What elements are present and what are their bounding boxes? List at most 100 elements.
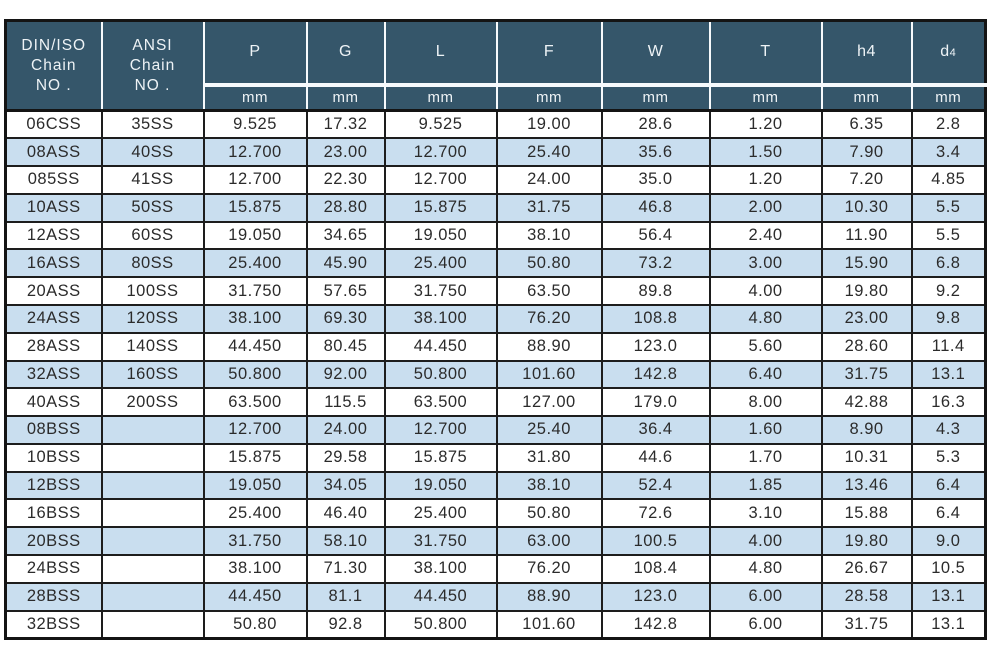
table-cell: 13.1 [910, 609, 987, 640]
table-cell: 17.32 [305, 109, 386, 140]
table-cell: 8.00 [708, 387, 823, 418]
table-row: 085SS 41SS 12.700 22.30 12.700 24.00 35.0 1.20 7… [4, 165, 987, 195]
table-cell [100, 498, 205, 529]
table-cell: 31.75 [495, 192, 603, 223]
table-cell: 123.0 [600, 331, 711, 362]
table-cell: 12.700 [383, 165, 498, 195]
table-cell: 1.20 [708, 165, 823, 195]
table-cell: 56.4 [600, 220, 711, 251]
table-cell: 10ASS [4, 192, 103, 223]
table-cell: 6.00 [708, 609, 823, 640]
table-cell: 28.6 [600, 109, 711, 140]
table-cell: 140SS [100, 331, 205, 362]
table-row: 20BSS 31.750 58.10 31.750 63.00 100.5 4.00 19.8… [4, 526, 987, 556]
table-cell: 36.4 [600, 415, 711, 445]
header-cell-h4: h4 [821, 20, 913, 87]
table-cell: 15.88 [820, 498, 913, 529]
table-cell: 40SS [100, 137, 205, 168]
unit-cell-d4: mm [911, 84, 987, 112]
table-cell: 101.60 [495, 609, 603, 640]
table-cell: 13.1 [910, 581, 987, 612]
table-cell: 52.4 [600, 470, 711, 501]
table-cell: 100SS [100, 276, 205, 306]
header-cell-d4: d4 [911, 20, 987, 87]
table-cell: 46.8 [600, 192, 711, 223]
table-cell: 12.700 [202, 137, 308, 168]
table-row: 20ASS 100SS 31.750 57.65 31.750 63.50 89.8 4.00… [4, 276, 987, 306]
table-row: 06CSS 35SS 9.525 17.32 9.525 19.00 28.6 1.20 6.3… [4, 109, 987, 140]
table-cell: 29.58 [305, 442, 386, 473]
dimension-label: L [435, 43, 446, 61]
table-cell: 15.875 [202, 442, 308, 473]
table-cell: 38.100 [383, 554, 498, 584]
table-cell: 3.00 [708, 248, 823, 279]
unit-cell-t: mm [709, 84, 823, 112]
table-cell: 13.1 [910, 359, 987, 390]
table-cell [100, 442, 205, 473]
table-cell: 12.700 [383, 415, 498, 445]
table-cell: 28ASS [4, 331, 103, 362]
table-body: 06CSS 35SS 9.525 17.32 9.525 19.00 28.6 1.20 6.3… [4, 109, 987, 640]
table-cell: 100.5 [600, 526, 711, 556]
table-cell: 76.20 [495, 303, 603, 334]
table-cell: 5.3 [910, 442, 987, 473]
table-cell: 15.875 [383, 442, 498, 473]
table-row: 32BSS 50.80 92.8 50.800 101.60 142.8 6.00 31.75… [4, 609, 987, 640]
table-cell: 31.750 [383, 526, 498, 556]
table-cell: 5.5 [910, 220, 987, 251]
table-cell: 92.8 [305, 609, 386, 640]
table-cell: 11.4 [910, 331, 987, 362]
table-cell: 6.4 [910, 470, 987, 501]
table-cell: 4.3 [910, 415, 987, 445]
table-cell: 63.00 [495, 526, 603, 556]
dimension-label: d [940, 43, 950, 61]
table-cell: 4.80 [708, 554, 823, 584]
table-row: 24ASS 120SS 38.100 69.30 38.100 76.20 108.8 4.8… [4, 303, 987, 334]
table-cell: 5.5 [910, 192, 987, 223]
header-cell-f: F [496, 20, 603, 87]
table-cell: 24BSS [4, 554, 103, 584]
table-cell: 31.750 [383, 276, 498, 306]
table-cell: 085SS [4, 165, 103, 195]
table-cell: 72.6 [600, 498, 711, 529]
table-cell [100, 470, 205, 501]
table-cell: 6.35 [820, 109, 913, 140]
table-cell: 44.6 [600, 442, 711, 473]
table-cell: 60SS [100, 220, 205, 251]
header-cell-din-iso-chain-no: DIN/ISO Chain NO . [5, 20, 103, 112]
dimension-label: P [249, 43, 261, 61]
table-cell: 32ASS [4, 359, 103, 390]
header-cell-ansi-chain-no: ANSI Chain NO . [101, 20, 205, 112]
table-cell: 08ASS [4, 137, 103, 168]
table-cell: 123.0 [600, 581, 711, 612]
table-cell: 88.90 [495, 581, 603, 612]
table-row: 12BSS 19.050 34.05 19.050 38.10 52.4 1.85 13.46… [4, 470, 987, 501]
table-cell [100, 581, 205, 612]
unit-cell-l: mm [384, 84, 498, 112]
table-cell: 63.500 [202, 387, 308, 418]
table-row: 28BSS 44.450 81.1 44.450 88.90 123.0 6.00 28.58… [4, 581, 987, 612]
table-cell: 15.875 [383, 192, 498, 223]
table-cell: 45.90 [305, 248, 386, 279]
table-cell: 2.40 [708, 220, 823, 251]
table-cell: 73.2 [600, 248, 711, 279]
table-cell: 5.60 [708, 331, 823, 362]
table-cell: 3.4 [910, 137, 987, 168]
table-row: 08BSS 12.700 24.00 12.700 25.40 36.4 1.60 8.90 4… [4, 415, 987, 445]
table-cell: 7.20 [820, 165, 913, 195]
table-cell: 19.00 [495, 109, 603, 140]
table-cell: 4.00 [708, 276, 823, 306]
table-cell: 38.10 [495, 470, 603, 501]
table-cell: 31.75 [820, 609, 913, 640]
table-cell: 16.3 [910, 387, 987, 418]
header-cell-g: G [306, 20, 386, 87]
table-cell: 8.90 [820, 415, 913, 445]
table-row: 32ASS 160SS 50.800 92.00 50.800 101.60 142.8 6.… [4, 359, 987, 390]
table-cell [100, 554, 205, 584]
table-cell: 23.00 [820, 303, 913, 334]
table-cell: 1.60 [708, 415, 823, 445]
table-cell: 11.90 [820, 220, 913, 251]
table-cell: 19.80 [820, 526, 913, 556]
table-cell: 25.40 [495, 137, 603, 168]
table-cell: 12.700 [383, 137, 498, 168]
